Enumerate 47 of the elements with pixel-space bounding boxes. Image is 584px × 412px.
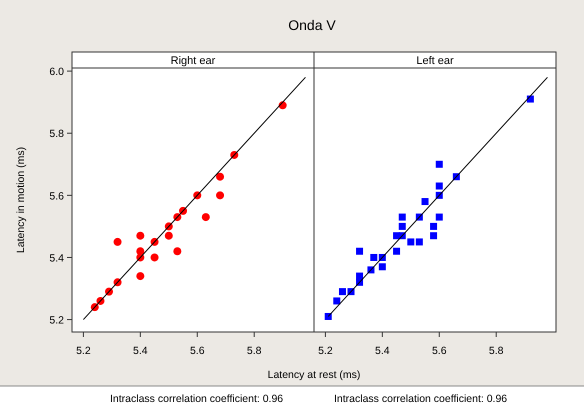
x-tick-label: 5.4 [133, 345, 148, 357]
point [324, 312, 332, 320]
y-tick-label: 5.6 [49, 190, 64, 202]
point [398, 214, 406, 221]
x-axis-title: Latency at rest (ms) [268, 369, 360, 381]
point [150, 253, 159, 262]
point [436, 214, 443, 221]
point [114, 238, 122, 246]
point [436, 160, 443, 168]
x-tick-label: 5.2 [318, 345, 333, 357]
point [436, 182, 443, 190]
y-axis-title: Latency in motion (ms) [15, 146, 27, 254]
point [430, 222, 438, 230]
point [407, 238, 414, 246]
point [398, 222, 406, 230]
point [356, 248, 364, 255]
point [216, 172, 224, 181]
chart-title: Right ear [170, 55, 216, 67]
text: Intraclass correlation coefficient: 0.96 [110, 393, 284, 405]
x-tick-label: 5.6 [190, 345, 205, 357]
text: Intraclass correlation coefficient: 0.96 [334, 393, 508, 405]
point [416, 238, 423, 246]
point [370, 254, 378, 261]
y-tick-label: 6.0 [49, 66, 64, 78]
text: Onda V [288, 17, 336, 33]
point [202, 213, 210, 222]
point [216, 191, 224, 200]
point [378, 263, 386, 270]
x-tick-label: 5.8 [488, 345, 504, 357]
point [136, 232, 144, 240]
y-tick-label: 5.2 [49, 314, 64, 327]
point [338, 288, 346, 296]
x-tick-label: 5.2 [76, 345, 91, 357]
y-tick-label: 5.8 [49, 128, 64, 140]
x-tick-label: 5.8 [246, 345, 262, 357]
point [430, 232, 438, 240]
chart-title: Left ear [416, 55, 454, 67]
point [136, 272, 144, 280]
point [393, 248, 400, 255]
point [422, 198, 429, 206]
point [173, 247, 182, 256]
point [356, 272, 364, 280]
point [164, 232, 173, 240]
x-tick-label: 5.4 [375, 345, 390, 357]
point [333, 297, 340, 304]
y-tick-label: 5.4 [49, 252, 64, 264]
x-tick-label: 5.6 [432, 345, 447, 357]
